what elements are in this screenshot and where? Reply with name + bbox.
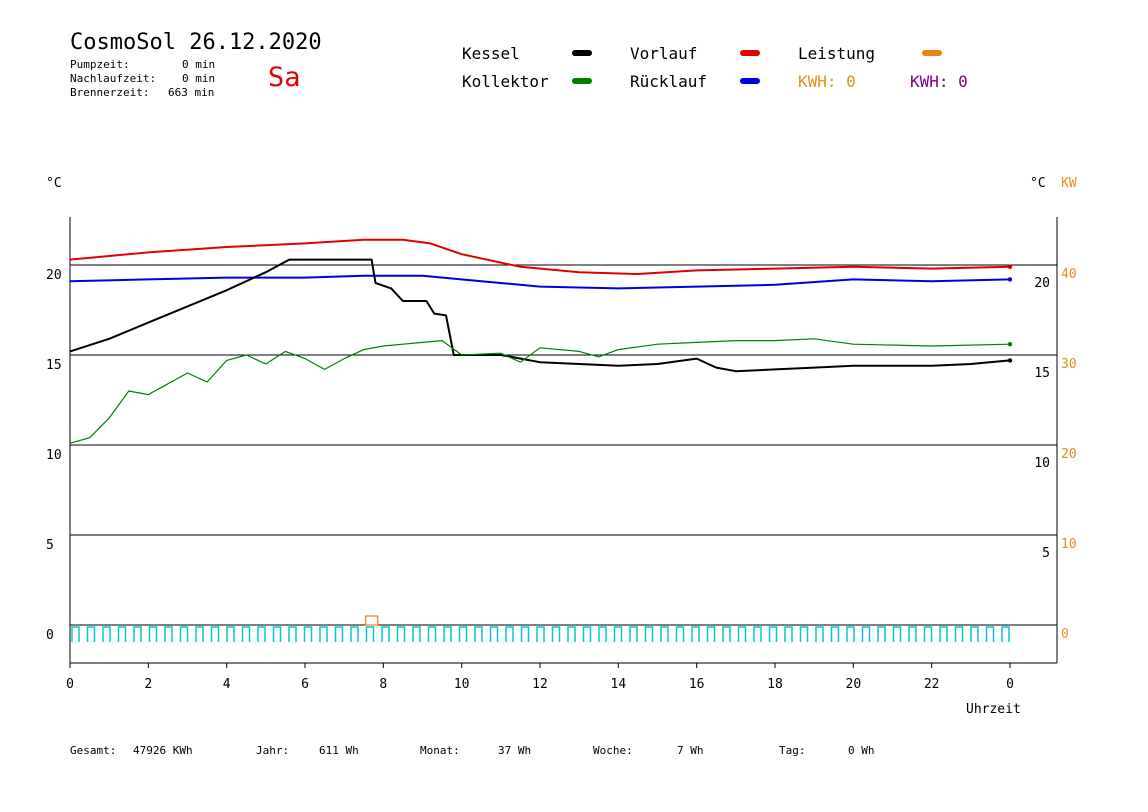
pumpzeit-value: 0 min [182,58,216,71]
y-right-unit: °C [1030,176,1046,191]
x-tick-label: 14 [611,677,627,692]
x-tick-label: 2 [144,677,152,692]
series-vorlauf [69,238,1011,275]
pumpzeit-label: Pumpzeit: [70,58,130,71]
legend-ruecklauf-swatch [740,78,760,84]
y-right-tick-label: 20 [1034,276,1050,291]
y-left-tick-label: 10 [46,448,62,463]
series-ruecklauf [69,274,1011,290]
legend-leistung-swatch [922,50,942,56]
footer-woche-label: Woche: [593,744,633,757]
x-axis-label: Uhrzeit [966,702,1021,717]
footer-tag-label: Tag: [779,744,806,757]
footer-jahr-label: Jahr: [256,744,290,757]
x-tick-label: 16 [689,677,705,692]
legend-kollektor: Kollektor [462,72,549,91]
legend-ruecklauf: Rücklauf [630,72,708,91]
nachlaufzeit-label: Nachlaufzeit: [70,72,157,85]
y-right2-unit: KW [1061,176,1077,191]
legend-kwh-2: KWH: 0 [910,72,968,91]
y-left-tick-label: 0 [46,628,54,643]
x-tick-label: 4 [223,677,231,692]
series-kollektor-end-marker [1007,342,1013,347]
legend-kessel: Kessel [462,44,520,63]
footer-woche-value: 7 Wh [677,744,704,757]
x-tick-label: 0 [66,677,74,692]
footer-monat-value: 37 Wh [498,744,532,757]
y-left-unit: °C [46,176,62,191]
x-tick-label: 8 [379,677,387,692]
series-kessel-end-marker [1007,358,1013,363]
footer-gesamt-value: 47926 KWh [133,744,193,757]
y-left-tick-label: 20 [46,268,62,283]
x-tick-label: 10 [454,677,470,692]
brennerzeit-value: 663 min [168,86,215,99]
x-tick-label: 12 [532,677,548,692]
legend-vorlauf: Vorlauf [630,44,698,63]
y-right2-tick-label: 30 [1061,357,1077,372]
legend-vorlauf-swatch [740,50,760,56]
y-left-tick-label: 5 [46,538,54,553]
y-right2-tick-label: 10 [1061,537,1077,552]
legend-kwh-1: KWH: 0 [798,72,856,91]
nachlaufzeit-value: 0 min [182,72,216,85]
y-right-tick-label: 5 [1042,546,1050,561]
x-tick-label: 6 [301,677,309,692]
leistung-marker [365,615,379,626]
legend-kessel-swatch [572,50,592,56]
footer-tag-value: 0 Wh [848,744,875,757]
weekday-label: Sa [268,62,301,93]
x-tick-label: 0 [1006,677,1014,692]
y-right-tick-label: 10 [1034,456,1050,471]
series-ruecklauf-end-marker [1007,277,1013,282]
footer-gesamt-label: Gesamt: [70,744,117,757]
y-right2-tick-label: 20 [1061,447,1077,462]
series-kessel [69,258,1011,373]
brennerzeit-label: Brennerzeit: [70,86,150,99]
y-left-tick-label: 15 [46,358,62,373]
x-tick-label: 18 [767,677,783,692]
legend-leistung: Leistung [798,44,876,63]
footer-monat-label: Monat: [420,744,460,757]
series-kollektor [69,338,1011,444]
y-right2-tick-label: 0 [1061,627,1069,642]
x-tick-label: 20 [846,677,862,692]
x-tick-label: 22 [924,677,940,692]
chart-title: CosmoSol 26.12.2020 [70,30,322,55]
legend-kollektor-swatch [572,78,592,84]
pump-state-trace [71,626,1010,642]
y-right-tick-label: 15 [1034,366,1050,381]
y-right2-tick-label: 40 [1061,267,1077,282]
series-vorlauf-end-marker [1007,264,1013,269]
footer-jahr-value: 611 Wh [319,744,359,757]
